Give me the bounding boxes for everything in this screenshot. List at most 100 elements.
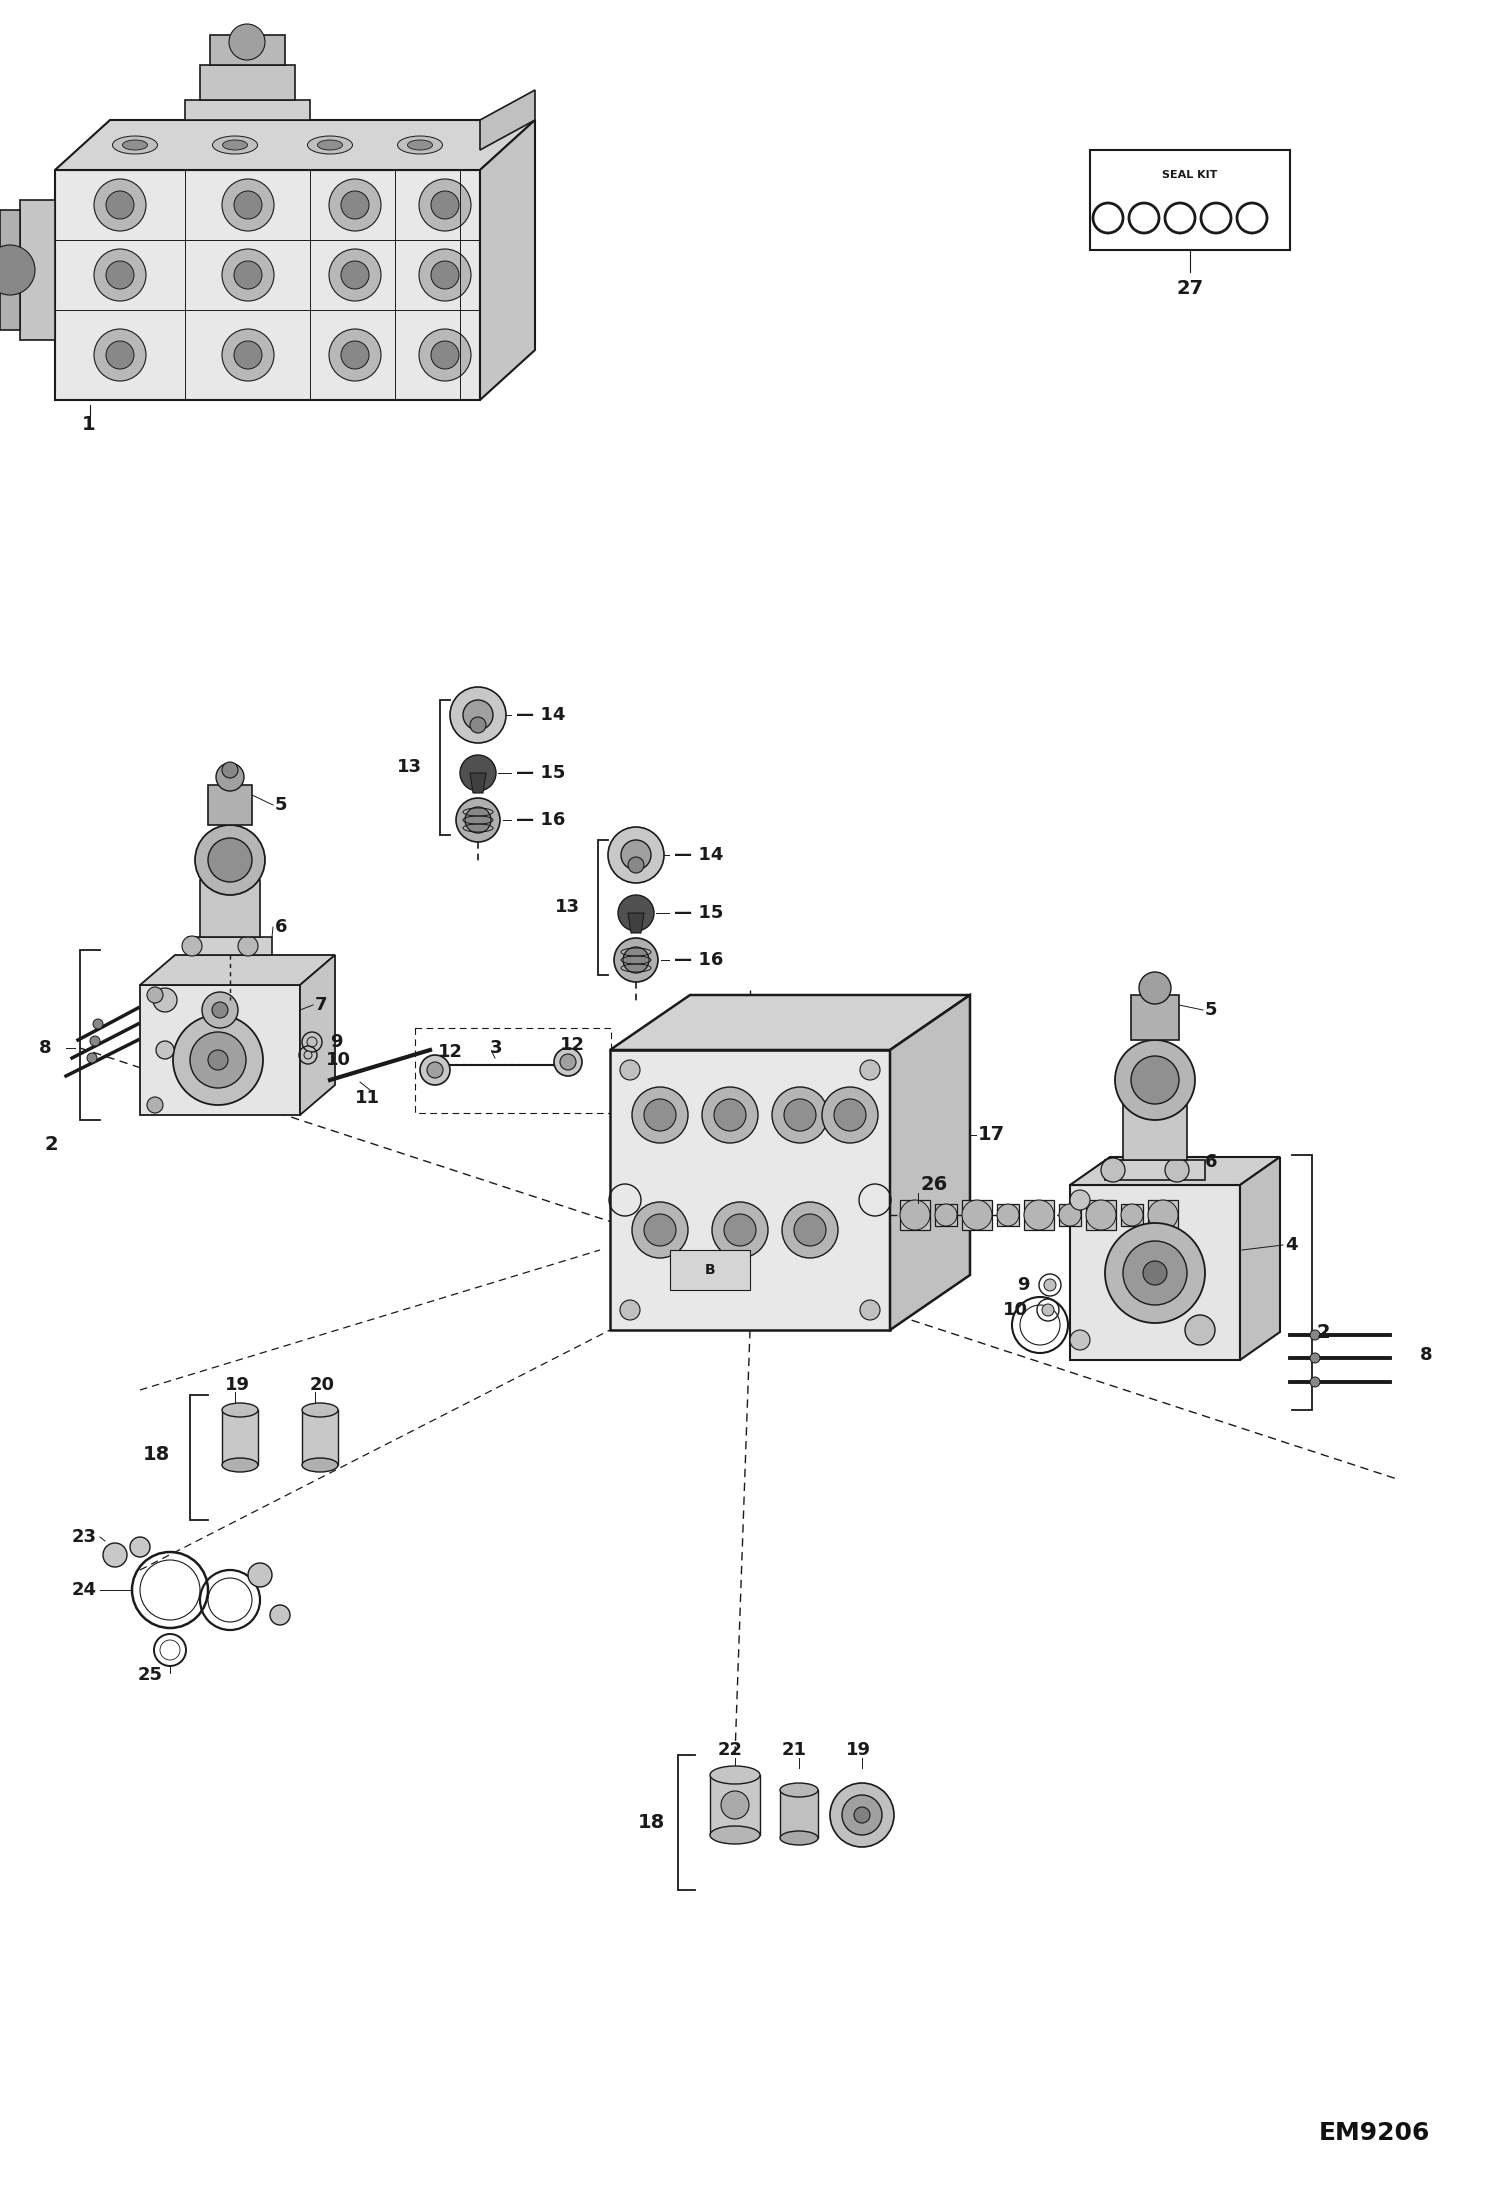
Polygon shape — [1124, 1099, 1186, 1161]
Bar — [1121, 1205, 1143, 1226]
Ellipse shape — [303, 1402, 339, 1417]
Circle shape — [431, 340, 458, 369]
Bar — [998, 1205, 1019, 1226]
Circle shape — [431, 191, 458, 219]
Polygon shape — [479, 90, 535, 149]
Polygon shape — [628, 913, 644, 932]
Text: SEAL KIT: SEAL KIT — [1162, 169, 1218, 180]
Circle shape — [560, 1053, 577, 1071]
Circle shape — [1131, 1055, 1179, 1104]
Circle shape — [1138, 972, 1171, 1005]
Circle shape — [330, 180, 380, 230]
Bar — [780, 1790, 818, 1839]
Circle shape — [1025, 1200, 1055, 1231]
Circle shape — [860, 1301, 879, 1321]
Circle shape — [216, 764, 244, 792]
Circle shape — [771, 1086, 828, 1143]
Text: 5: 5 — [1204, 1000, 1218, 1018]
Circle shape — [222, 761, 238, 779]
Circle shape — [1043, 1303, 1055, 1316]
Circle shape — [1309, 1378, 1320, 1387]
Circle shape — [623, 948, 649, 972]
Polygon shape — [55, 169, 479, 399]
Polygon shape — [1131, 996, 1179, 1040]
Polygon shape — [890, 996, 971, 1330]
Circle shape — [1070, 1330, 1091, 1349]
Polygon shape — [19, 200, 55, 340]
Circle shape — [106, 340, 133, 369]
Text: 20: 20 — [310, 1376, 336, 1393]
Circle shape — [222, 248, 274, 301]
Polygon shape — [139, 985, 300, 1115]
Circle shape — [222, 329, 274, 382]
Text: 9: 9 — [330, 1033, 343, 1051]
Circle shape — [342, 191, 369, 219]
Circle shape — [1059, 1205, 1082, 1226]
Circle shape — [172, 1016, 264, 1106]
Text: — 16: — 16 — [515, 812, 565, 829]
Bar — [670, 1251, 750, 1290]
Ellipse shape — [112, 136, 157, 154]
Text: EM9206: EM9206 — [1318, 2122, 1431, 2146]
Circle shape — [419, 180, 470, 230]
Circle shape — [87, 1053, 97, 1064]
Bar — [900, 1200, 930, 1231]
Circle shape — [90, 1036, 100, 1047]
Ellipse shape — [397, 136, 442, 154]
Circle shape — [622, 840, 652, 871]
Circle shape — [427, 1062, 443, 1077]
Circle shape — [460, 755, 496, 792]
Circle shape — [431, 261, 458, 290]
Circle shape — [106, 261, 133, 290]
Circle shape — [130, 1538, 150, 1558]
Circle shape — [234, 340, 262, 369]
Circle shape — [1309, 1354, 1320, 1362]
Circle shape — [470, 717, 485, 733]
Circle shape — [1124, 1242, 1186, 1305]
Ellipse shape — [710, 1766, 759, 1784]
Circle shape — [1165, 1158, 1189, 1183]
Polygon shape — [201, 880, 261, 937]
Ellipse shape — [710, 1825, 759, 1843]
Circle shape — [419, 1055, 449, 1086]
Text: 23: 23 — [72, 1527, 97, 1547]
Text: 8: 8 — [39, 1040, 52, 1058]
Polygon shape — [479, 121, 535, 399]
Text: 9: 9 — [1017, 1277, 1031, 1294]
Circle shape — [342, 340, 369, 369]
Circle shape — [93, 1018, 103, 1029]
Text: — 16: — 16 — [674, 950, 724, 970]
Circle shape — [783, 1099, 816, 1130]
Circle shape — [644, 1099, 676, 1130]
Circle shape — [419, 329, 470, 382]
Circle shape — [860, 1060, 879, 1079]
Circle shape — [620, 1301, 640, 1321]
Circle shape — [106, 191, 133, 219]
Polygon shape — [208, 785, 252, 825]
Polygon shape — [184, 101, 310, 121]
Circle shape — [998, 1205, 1019, 1226]
Text: 6: 6 — [1204, 1154, 1218, 1172]
Bar — [710, 1775, 759, 1834]
Text: 1: 1 — [82, 415, 96, 434]
Circle shape — [234, 261, 262, 290]
Circle shape — [419, 248, 470, 301]
Polygon shape — [610, 1051, 890, 1330]
Text: 27: 27 — [1176, 279, 1203, 298]
Circle shape — [1101, 1158, 1125, 1183]
Text: 7: 7 — [315, 996, 328, 1014]
Polygon shape — [189, 937, 273, 954]
Polygon shape — [470, 772, 485, 792]
Text: 2: 2 — [1317, 1323, 1330, 1341]
Text: 13: 13 — [554, 897, 580, 917]
Circle shape — [614, 939, 658, 983]
Text: 4: 4 — [1285, 1235, 1297, 1255]
Text: 19: 19 — [845, 1742, 870, 1760]
Circle shape — [715, 1099, 746, 1130]
Ellipse shape — [123, 140, 147, 149]
Circle shape — [794, 1213, 825, 1246]
Polygon shape — [201, 66, 295, 101]
Circle shape — [147, 987, 163, 1003]
Circle shape — [94, 248, 145, 301]
Polygon shape — [1070, 1156, 1279, 1185]
